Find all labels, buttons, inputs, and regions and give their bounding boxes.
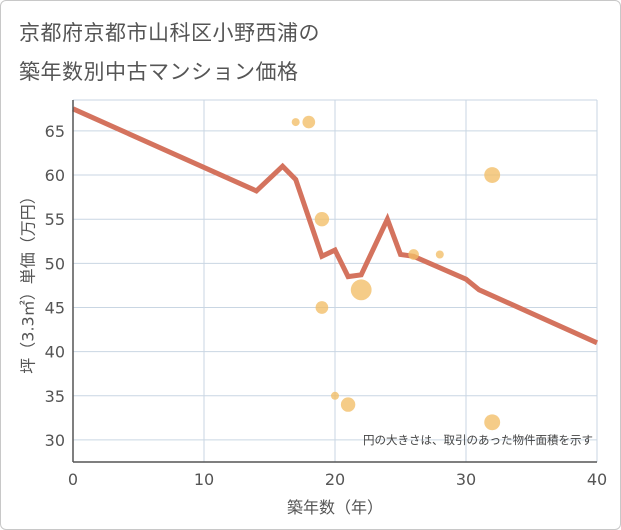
x-tick-label: 40 <box>587 470 607 489</box>
y-tick-label: 55 <box>45 210 65 229</box>
transaction-bubble <box>331 391 339 400</box>
y-tick-label: 40 <box>45 343 65 362</box>
x-tick-label: 30 <box>456 470 476 489</box>
transaction-bubble <box>315 301 329 314</box>
y-tick-label: 30 <box>45 431 65 450</box>
axis-layer: 0 10 20 30 40 30 35 40 45 50 55 60 65 <box>45 100 607 489</box>
chart-title-line-1: 京都府京都市山科区小野西浦の <box>19 21 320 45</box>
chart-title-line-2: 築年数別中古マンション価格 <box>19 60 299 84</box>
y-tick-label: 60 <box>45 166 65 185</box>
x-axis-label: 築年数（年） <box>287 498 383 517</box>
transaction-bubble <box>408 249 419 260</box>
transaction-bubble <box>484 167 501 184</box>
y-tick-label: 65 <box>45 122 65 141</box>
transaction-bubble <box>484 414 501 431</box>
bubble-layer <box>291 115 501 431</box>
transaction-bubble <box>435 250 444 259</box>
line-layer <box>71 106 599 346</box>
transaction-bubble <box>302 115 316 129</box>
bubble-size-note: 円の大きさは、取引のあった物件面積を示す <box>363 433 593 447</box>
x-tick-label: 10 <box>194 470 214 489</box>
trend-line <box>71 106 599 346</box>
transaction-bubble <box>340 397 356 412</box>
grid-layer <box>73 99 598 462</box>
y-tick-label: 35 <box>45 387 65 406</box>
transaction-bubble <box>314 211 330 227</box>
y-tick-label: 50 <box>45 254 65 273</box>
y-axis-label: 坪（3.3㎡）単価（万円） <box>19 188 38 373</box>
transaction-bubble <box>291 118 300 127</box>
transaction-bubble <box>350 279 372 301</box>
x-tick-label: 0 <box>68 470 78 489</box>
x-tick-label: 20 <box>325 470 345 489</box>
y-tick-label: 45 <box>45 298 65 317</box>
